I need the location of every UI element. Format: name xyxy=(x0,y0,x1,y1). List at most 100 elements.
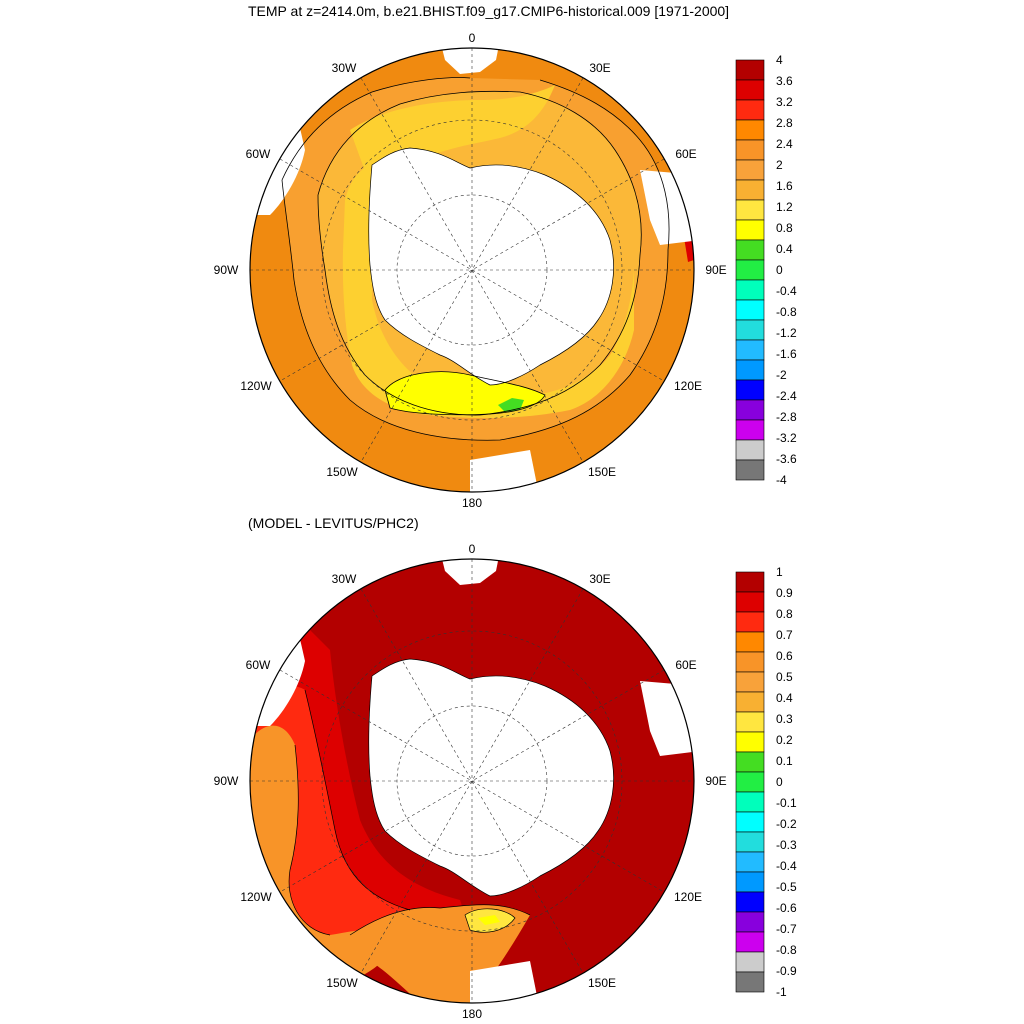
bottom-colorbar-swatch xyxy=(735,751,765,773)
top-colorbar-swatch xyxy=(735,359,765,381)
top-colorbar-tick-label: -0.4 xyxy=(776,284,797,298)
top-colorbar-swatch xyxy=(735,79,765,101)
top-contour-lines xyxy=(281,77,670,441)
bottom-colorbar-swatch xyxy=(735,891,765,913)
top-colorbar-tick-label: 0 xyxy=(776,263,783,277)
bottom-colorbar-tick-label: -0.3 xyxy=(776,838,797,852)
bottom-colorbar-swatch xyxy=(735,731,765,753)
top-colorbar-tick-label: -2 xyxy=(776,368,787,382)
bottom-colorbar-swatch xyxy=(735,711,765,733)
top-colorbar-tick-label: -1.2 xyxy=(776,326,797,340)
bottom-graticule xyxy=(250,559,694,1003)
bottom-colorbar-tick-label: 0.6 xyxy=(776,649,793,663)
bottom-map-title: (MODEL - LEVITUS/PHC2) xyxy=(248,515,419,531)
top-colorbar-swatch xyxy=(735,199,765,221)
top-colorbar-swatch xyxy=(735,439,765,461)
bottom-coastline xyxy=(368,658,614,897)
top-lon-label-90e: 90E xyxy=(705,263,726,277)
bottom-colorbar-swatch xyxy=(735,831,765,853)
top-colorbar-tick-label: 1.2 xyxy=(776,200,793,214)
bottom-colorbar-tick-label: -1 xyxy=(776,985,787,999)
top-colorbar-tick-label: 2 xyxy=(776,158,783,172)
bottom-colorbar: 1 0.9 0.8 0.7 0.6 0.5 0.4 0.3 0.2 0.1 0 -0.1 -0.2 -0.… xyxy=(735,565,797,999)
top-colorbar-swatch xyxy=(735,99,765,121)
top-colorbar-tick-label: 0.8 xyxy=(776,221,793,235)
top-lon-label-120w: 120W xyxy=(240,379,272,393)
bottom-lon-label-30e: 30E xyxy=(589,572,610,586)
bottom-colorbar-tick-label: 0 xyxy=(776,775,783,789)
bottom-lon-label-90e: 90E xyxy=(705,774,726,788)
top-colorbar-tick-label: 3.6 xyxy=(776,74,793,88)
top-colorbar-tick-label: 2.8 xyxy=(776,116,793,130)
bottom-colorbar-tick-label: -0.5 xyxy=(776,880,797,894)
top-colorbar-swatch xyxy=(735,239,765,261)
top-lon-label-0: 0 xyxy=(469,31,476,45)
top-map-title: TEMP at z=2414.0m, b.e21.BHIST.f09_g17.C… xyxy=(248,3,730,19)
bottom-map-border xyxy=(249,558,695,1004)
bottom-colorbar-swatch xyxy=(735,951,765,973)
bottom-colorbar-tick-label: 0.8 xyxy=(776,607,793,621)
top-colorbar-swatch xyxy=(735,419,765,441)
bottom-lon-label-0: 0 xyxy=(469,542,476,556)
bottom-colorbar-tick-label: 0.7 xyxy=(776,628,793,642)
bottom-longitude-labels: 0 30E 60E 90E 120E 150E 180 150W 120W 90… xyxy=(214,542,727,1021)
top-colorbar-tick-label: -2.8 xyxy=(776,410,797,424)
bottom-colorbar-swatch xyxy=(735,691,765,713)
top-colorbar-swatch xyxy=(735,319,765,341)
top-antarctica-land xyxy=(368,148,614,385)
bottom-lon-label-90w: 90W xyxy=(214,774,239,788)
top-coastline xyxy=(368,147,614,386)
top-lon-label-150e: 150E xyxy=(588,465,616,479)
top-colorbar-swatch xyxy=(735,259,765,281)
top-colorbar-swatch xyxy=(735,339,765,361)
top-colorbar-tick-label: 3.2 xyxy=(776,95,793,109)
bottom-lon-label-60e: 60E xyxy=(675,658,696,672)
top-colorbar-tick-label: -3.2 xyxy=(776,431,797,445)
bottom-colorbar-swatch xyxy=(735,571,765,593)
top-polar-map: 0 30E 60E 90E 120E 150E 180 150W 120W 90… xyxy=(214,31,727,510)
bottom-colorbar-tick-label: -0.7 xyxy=(776,922,797,936)
bottom-lon-label-30w: 30W xyxy=(332,572,357,586)
top-colorbar-swatch xyxy=(735,159,765,181)
bottom-ross-core xyxy=(478,915,500,925)
bottom-colorbar-swatch xyxy=(735,671,765,693)
bottom-colorbar-tick-label: 0.9 xyxy=(776,586,793,600)
top-colorbar: 4 3.6 3.2 2.8 2.4 2 1.6 1.2 0.8 0.4 0 -0.4 -0.8 -1.2 -… xyxy=(735,53,797,487)
top-colorbar-tick-label: 2.4 xyxy=(776,137,793,151)
bottom-colorbar-swatch xyxy=(735,931,765,953)
top-colorbar-tick-label: -1.6 xyxy=(776,347,797,361)
bottom-colorbar-swatch xyxy=(735,591,765,613)
top-colorbar-tick-label: -3.6 xyxy=(776,452,797,466)
top-lon-label-90w: 90W xyxy=(214,263,239,277)
top-lon-label-150w: 150W xyxy=(326,465,358,479)
top-colorbar-tick-label: 0.4 xyxy=(776,242,793,256)
bottom-colorbar-tick-label: -0.2 xyxy=(776,817,797,831)
top-lon-label-30w: 30W xyxy=(332,61,357,75)
top-colorbar-tick-label: -0.8 xyxy=(776,305,797,319)
bottom-lon-label-150w: 150W xyxy=(326,976,358,990)
top-colorbar-swatch xyxy=(735,399,765,421)
bottom-colorbar-tick-label: -0.9 xyxy=(776,964,797,978)
bottom-colorbar-tick-label: -0.4 xyxy=(776,859,797,873)
top-colorbar-swatch xyxy=(735,119,765,141)
bottom-colorbar-swatch xyxy=(735,611,765,633)
top-colorbar-swatch xyxy=(735,279,765,301)
top-colorbar-swatch xyxy=(735,219,765,241)
bottom-lon-label-120e: 120E xyxy=(674,890,702,904)
bottom-colorbar-swatch xyxy=(735,771,765,793)
bottom-colorbar-swatch xyxy=(735,791,765,813)
top-graticule xyxy=(250,48,694,492)
top-colorbar-tick-label: -2.4 xyxy=(776,389,797,403)
top-colorbar-swatch xyxy=(735,59,765,81)
top-colorbar-swatch xyxy=(735,299,765,321)
bottom-colorbar-tick-label: -0.6 xyxy=(776,901,797,915)
top-lon-label-60w: 60W xyxy=(246,147,271,161)
top-lon-label-180: 180 xyxy=(462,496,482,510)
bottom-colorbar-swatch xyxy=(735,911,765,933)
top-lon-label-60e: 60E xyxy=(675,147,696,161)
top-lon-label-30e: 30E xyxy=(589,61,610,75)
top-colorbar-tick-label: 1.6 xyxy=(776,179,793,193)
bottom-colorbar-swatch xyxy=(735,971,765,993)
bottom-antarctica-land xyxy=(368,659,614,896)
